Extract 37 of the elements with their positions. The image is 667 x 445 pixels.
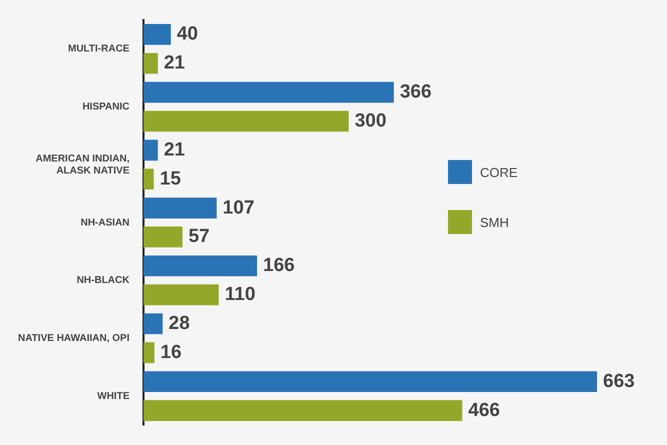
data-label: 300 <box>354 110 386 132</box>
data-label: 15 <box>160 168 182 190</box>
y-tick-label: NH-BLACK <box>76 275 130 286</box>
data-label: 40 <box>176 24 198 45</box>
bar <box>143 400 462 421</box>
data-label: 663 <box>603 370 635 392</box>
bar <box>143 110 349 132</box>
data-label: 110 <box>224 284 256 306</box>
data-label: 21 <box>164 52 186 74</box>
data-label: 466 <box>468 400 500 421</box>
data-label: 16 <box>160 342 182 363</box>
legend-label: CORE <box>480 164 518 180</box>
data-label: 366 <box>400 82 432 103</box>
bar <box>143 168 154 190</box>
data-label: 21 <box>164 139 186 160</box>
bar <box>143 313 163 334</box>
bar <box>143 255 258 276</box>
bar <box>143 82 394 103</box>
legend-label: SMH <box>480 214 509 230</box>
bar <box>143 140 158 161</box>
data-label: 166 <box>263 255 295 276</box>
data-label: 28 <box>168 312 190 334</box>
bar <box>143 371 597 392</box>
y-tick-label: NH-ASIAN <box>80 217 130 228</box>
bar <box>143 226 182 248</box>
y-tick-label: NATIVE HAWAIIAN, OPI <box>18 332 130 344</box>
y-tick-label: WHITE <box>97 390 130 402</box>
y-tick-label: MULTI-RACE <box>68 44 130 55</box>
bar <box>143 284 219 306</box>
data-label: 57 <box>188 226 210 248</box>
bar <box>143 52 158 74</box>
bar <box>143 198 217 218</box>
y-tick-label: AMERICAN INDIAN, ALASK NATIVE <box>36 153 130 176</box>
data-label: 107 <box>222 197 254 218</box>
y-tick-label: HISPANIC <box>82 102 130 113</box>
bar <box>143 342 154 364</box>
bar <box>143 24 171 45</box>
